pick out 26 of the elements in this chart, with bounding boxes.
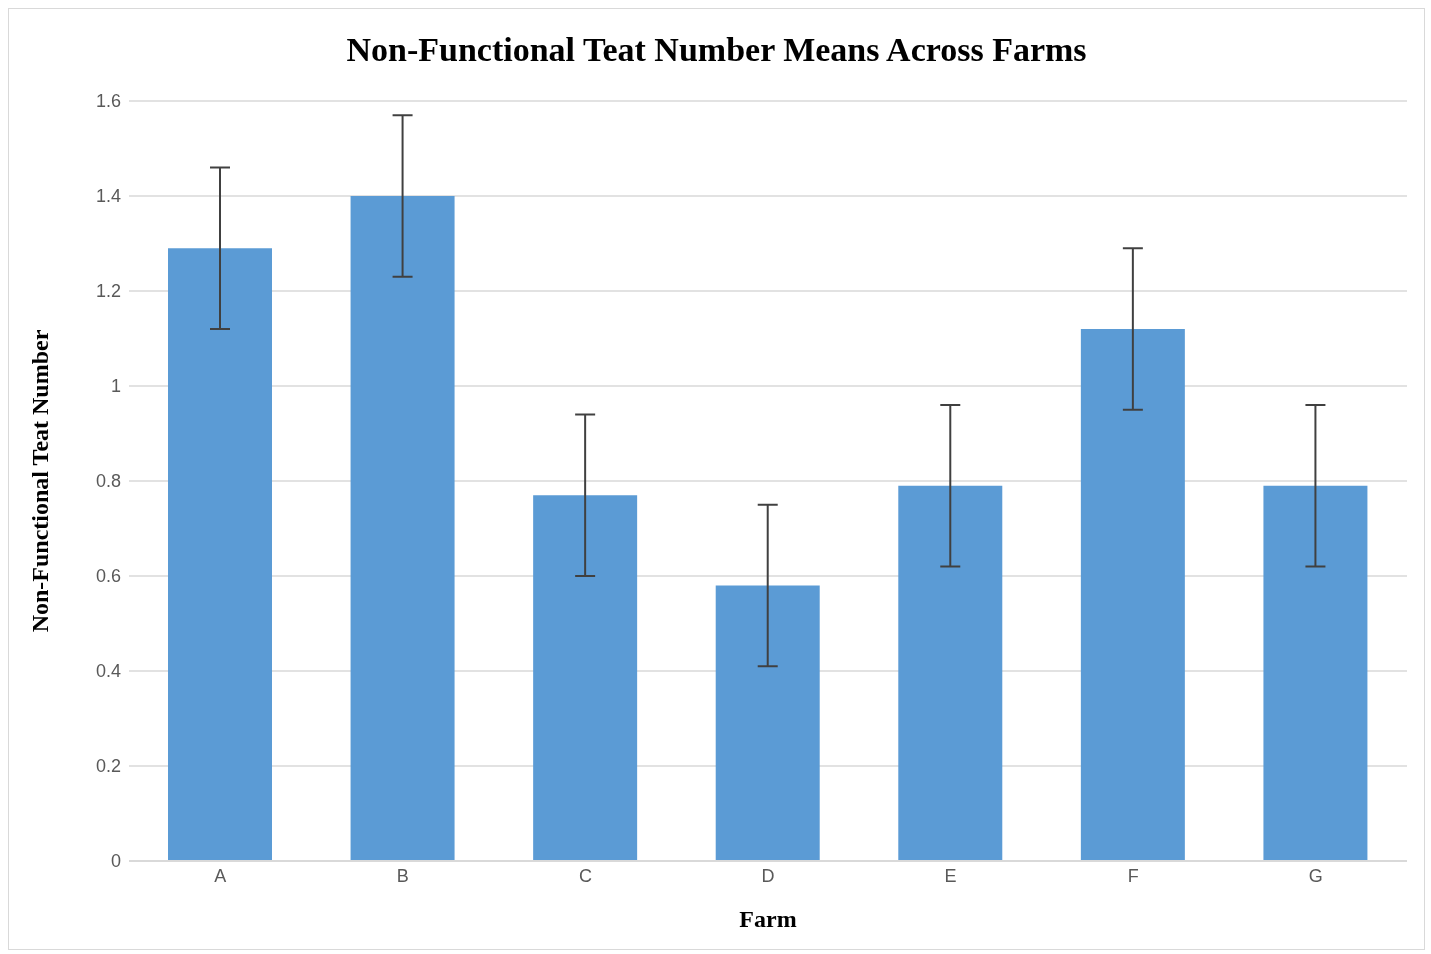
x-tick-label: F [1127, 865, 1139, 886]
y-tick-label: 1.4 [95, 186, 121, 207]
x-tick-label: B [396, 865, 409, 886]
y-tick-label: 1 [110, 376, 121, 397]
x-tick-label: E [944, 865, 957, 886]
bar [533, 495, 638, 861]
x-tick-label: D [761, 865, 775, 886]
bar [1080, 329, 1185, 861]
y-tick-label: 1.2 [95, 281, 121, 302]
y-tick-label: 0.2 [95, 756, 121, 777]
x-tick-label: A [214, 865, 227, 886]
bar [350, 196, 455, 861]
y-tick-label: 0.6 [95, 566, 121, 587]
x-tick-label: C [578, 865, 592, 886]
y-tick-label: 1.6 [95, 91, 121, 112]
y-tick-label: 0.4 [95, 661, 121, 682]
bar [898, 485, 1003, 861]
bar [168, 248, 272, 861]
x-tick-label: G [1308, 865, 1323, 886]
bar [715, 585, 820, 861]
bar [1263, 485, 1368, 861]
chart-title: Non-Functional Teat Number Means Across Farms [345, 30, 1088, 70]
y-tick-label: 0.8 [95, 471, 121, 492]
x-axis-title: Farm [739, 906, 797, 932]
y-axis-title: Non-Functional Teat Number [26, 329, 53, 633]
y-tick-label: 0 [110, 851, 121, 872]
